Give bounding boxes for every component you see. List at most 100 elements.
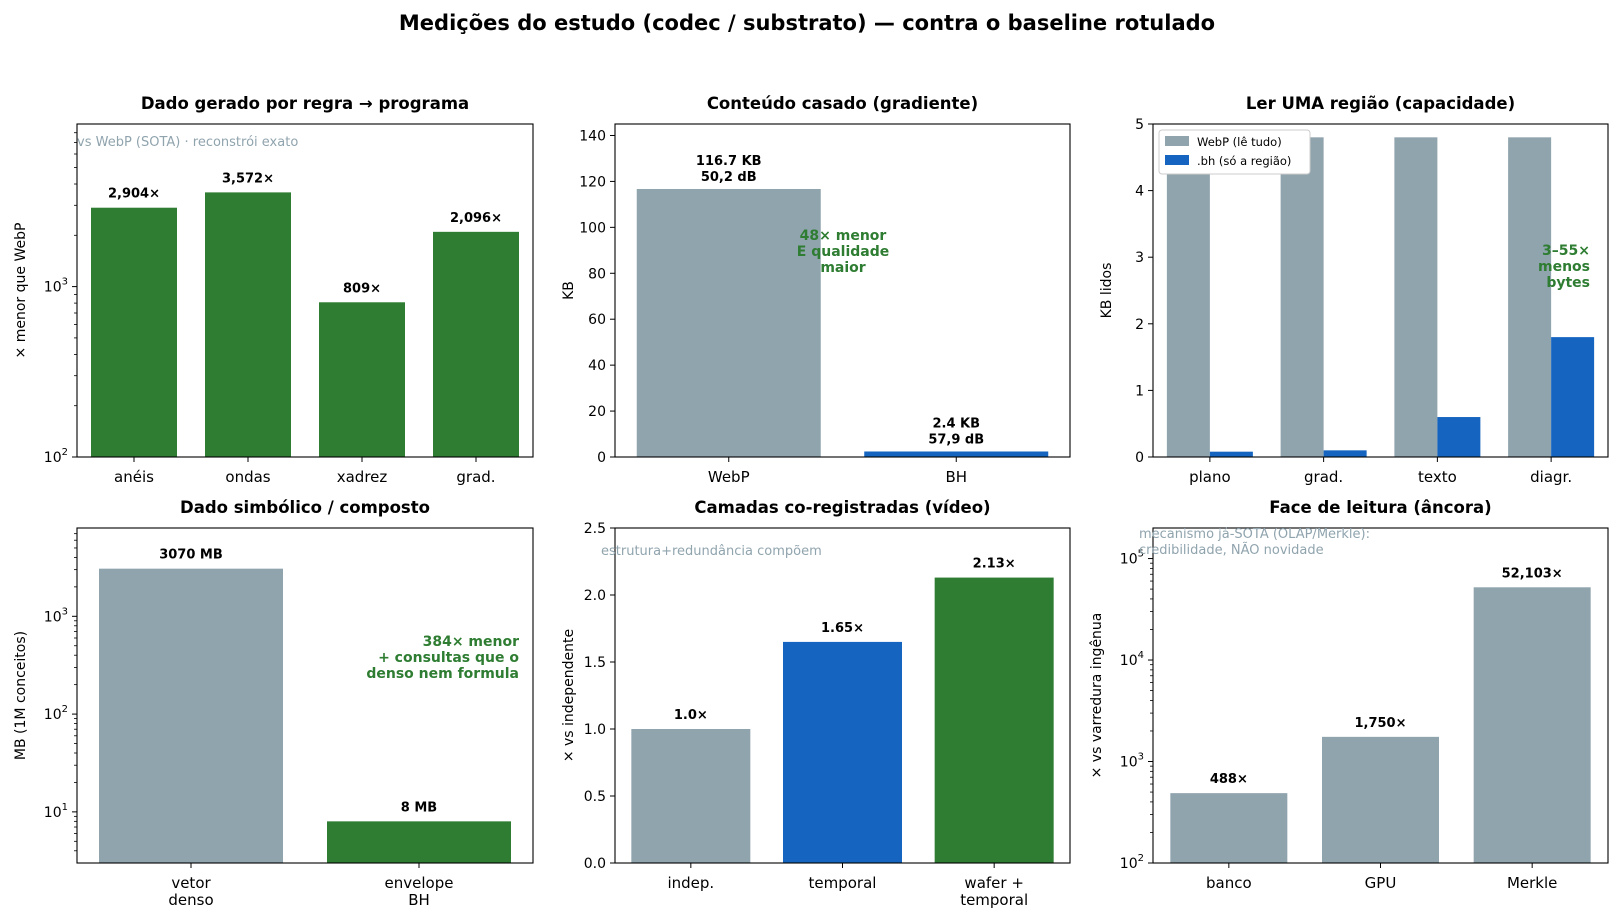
y-tick-label: 0: [1135, 450, 1144, 466]
x-tick-label-line: texto: [1418, 468, 1457, 486]
x-tick-label: BH: [945, 468, 967, 486]
chart-note: mecanismo já-SOTA (OLAP/Merkle):credibil…: [1139, 527, 1370, 558]
bar-label: 2,096×: [450, 211, 502, 226]
y-tick-label: 0.5: [584, 789, 606, 805]
chart-note-line: estrutura+redundância compõem: [601, 544, 822, 559]
y-axis-label: × vs varredura ingênua: [1089, 613, 1105, 779]
y-tick-label-base: 10: [44, 707, 62, 723]
x-tick-label-line: GPU: [1365, 874, 1397, 892]
x-tick-label: WebP: [708, 468, 750, 486]
y-tick-label-base: 10: [44, 805, 62, 821]
x-tick-label: anéis: [114, 468, 154, 486]
bar-webp-1: [1166, 137, 1210, 457]
y-tick-label: 100: [579, 220, 606, 236]
y-axis-label: KB: [561, 281, 577, 300]
chart-note: estrutura+redundância compõem: [601, 544, 822, 559]
x-tick-label-line: grad.: [1304, 468, 1343, 486]
x-tick-label-line: wafer +: [964, 874, 1023, 892]
y-tick-label: 4: [1135, 184, 1144, 200]
x-tick-label-line: anéis: [114, 468, 154, 486]
chart-note: vs WebP (SOTA) · reconstrói exato: [77, 135, 298, 150]
chart-title: Ler UMA região (capacidade): [1246, 94, 1515, 113]
chart-title: Camadas co-registradas (vídeo): [694, 498, 990, 517]
bar-bh-3: [1437, 417, 1481, 457]
x-tick-label-line: WebP: [708, 468, 750, 486]
x-tick-label: ondas: [225, 468, 270, 486]
y-tick-label: 60: [588, 312, 606, 328]
figure-title: Medições do estudo (codec / substrato) —…: [399, 11, 1215, 35]
bar-bh-1: [1209, 451, 1253, 457]
y-tick-label: 5: [1135, 117, 1144, 133]
bar-label: 1.65×: [821, 621, 864, 636]
x-tick-label-line: envelope: [385, 874, 454, 892]
bar-webp-4: [1508, 137, 1552, 457]
y-tick-label: 103: [44, 606, 68, 625]
y-tick-label-exponent: 3: [62, 277, 68, 288]
x-tick-label-line: diagr.: [1530, 468, 1572, 486]
y-tick-label-base: 10: [1120, 755, 1138, 771]
y-tick-label-exponent: 3: [1138, 752, 1144, 763]
y-tick-label: 1.5: [584, 655, 606, 671]
x-tick-label-line: indep.: [667, 874, 714, 892]
x-tick-label: temporal: [809, 874, 877, 892]
chart-panels: Dado gerado por regra → programa102103× …: [13, 94, 1609, 909]
y-tick-label-exponent: 2: [62, 447, 68, 458]
y-tick-label-base: 10: [44, 280, 62, 296]
chart-title: Dado simbólico / composto: [180, 498, 430, 517]
y-tick-label: 80: [588, 266, 606, 282]
bar-1: [1170, 793, 1288, 863]
chart-title: Dado gerado por regra → programa: [141, 94, 469, 113]
bar-label-line: 57,9 dB: [928, 432, 984, 447]
chart-annotation-line: bytes: [1546, 275, 1590, 291]
x-tick-label: banco: [1206, 874, 1252, 892]
x-tick-label-line: plano: [1189, 468, 1231, 486]
bar-webp-3: [1394, 137, 1438, 457]
x-tick-label-line: grad.: [456, 468, 495, 486]
bar-label-line: 50,2 dB: [701, 170, 757, 185]
y-tick-label-exponent: 2: [1138, 853, 1144, 864]
y-tick-label-exponent: 5: [1138, 549, 1144, 560]
chart-annotation-line: 48× menor: [800, 228, 887, 244]
y-tick-label: 120: [579, 174, 606, 190]
chart-title: Conteúdo casado (gradiente): [707, 94, 978, 113]
y-axis-label: KB lidos: [1099, 263, 1115, 319]
x-tick-label: plano: [1189, 468, 1231, 486]
y-tick-label: 2.5: [584, 521, 606, 537]
bar-2: [327, 821, 511, 863]
chart-annotation-line: 384× menor: [423, 634, 519, 650]
x-tick-label: GPU: [1365, 874, 1397, 892]
bar-3: [319, 302, 405, 457]
bar-label-line: 116.7 KB: [696, 154, 762, 169]
chart-annotation-line: 3–55×: [1542, 243, 1590, 259]
x-tick-label-line: temporal: [960, 891, 1028, 909]
bar-label: 809×: [343, 281, 381, 296]
y-tick-label: 101: [44, 802, 68, 821]
plot-frame: [1152, 123, 1609, 458]
x-tick-label-line: BH: [408, 891, 430, 909]
legend-box: [1158, 129, 1311, 175]
chart-title: Face de leitura (âncora): [1269, 498, 1491, 517]
bar-4: [433, 231, 519, 457]
y-tick-label: 1: [1135, 383, 1144, 399]
bar-1: [99, 568, 283, 863]
x-tick-label-line: ondas: [225, 468, 270, 486]
legend-swatch: [1165, 155, 1189, 165]
y-tick-label: 2: [1135, 317, 1144, 333]
bar-1: [91, 207, 177, 457]
y-tick-label: 105: [1120, 549, 1144, 568]
bar-bh-2: [1323, 450, 1367, 457]
y-tick-label-exponent: 1: [62, 802, 68, 813]
chart-panel-3: Ler UMA região (capacidade) 0 1 2 3 4 5 KB lido…: [1099, 94, 1609, 486]
chart-annotation-line: E qualidade: [797, 244, 889, 260]
y-tick-label-base: 10: [1120, 552, 1138, 568]
y-tick-label: 102: [44, 704, 68, 723]
y-tick-label: 40: [588, 358, 606, 374]
